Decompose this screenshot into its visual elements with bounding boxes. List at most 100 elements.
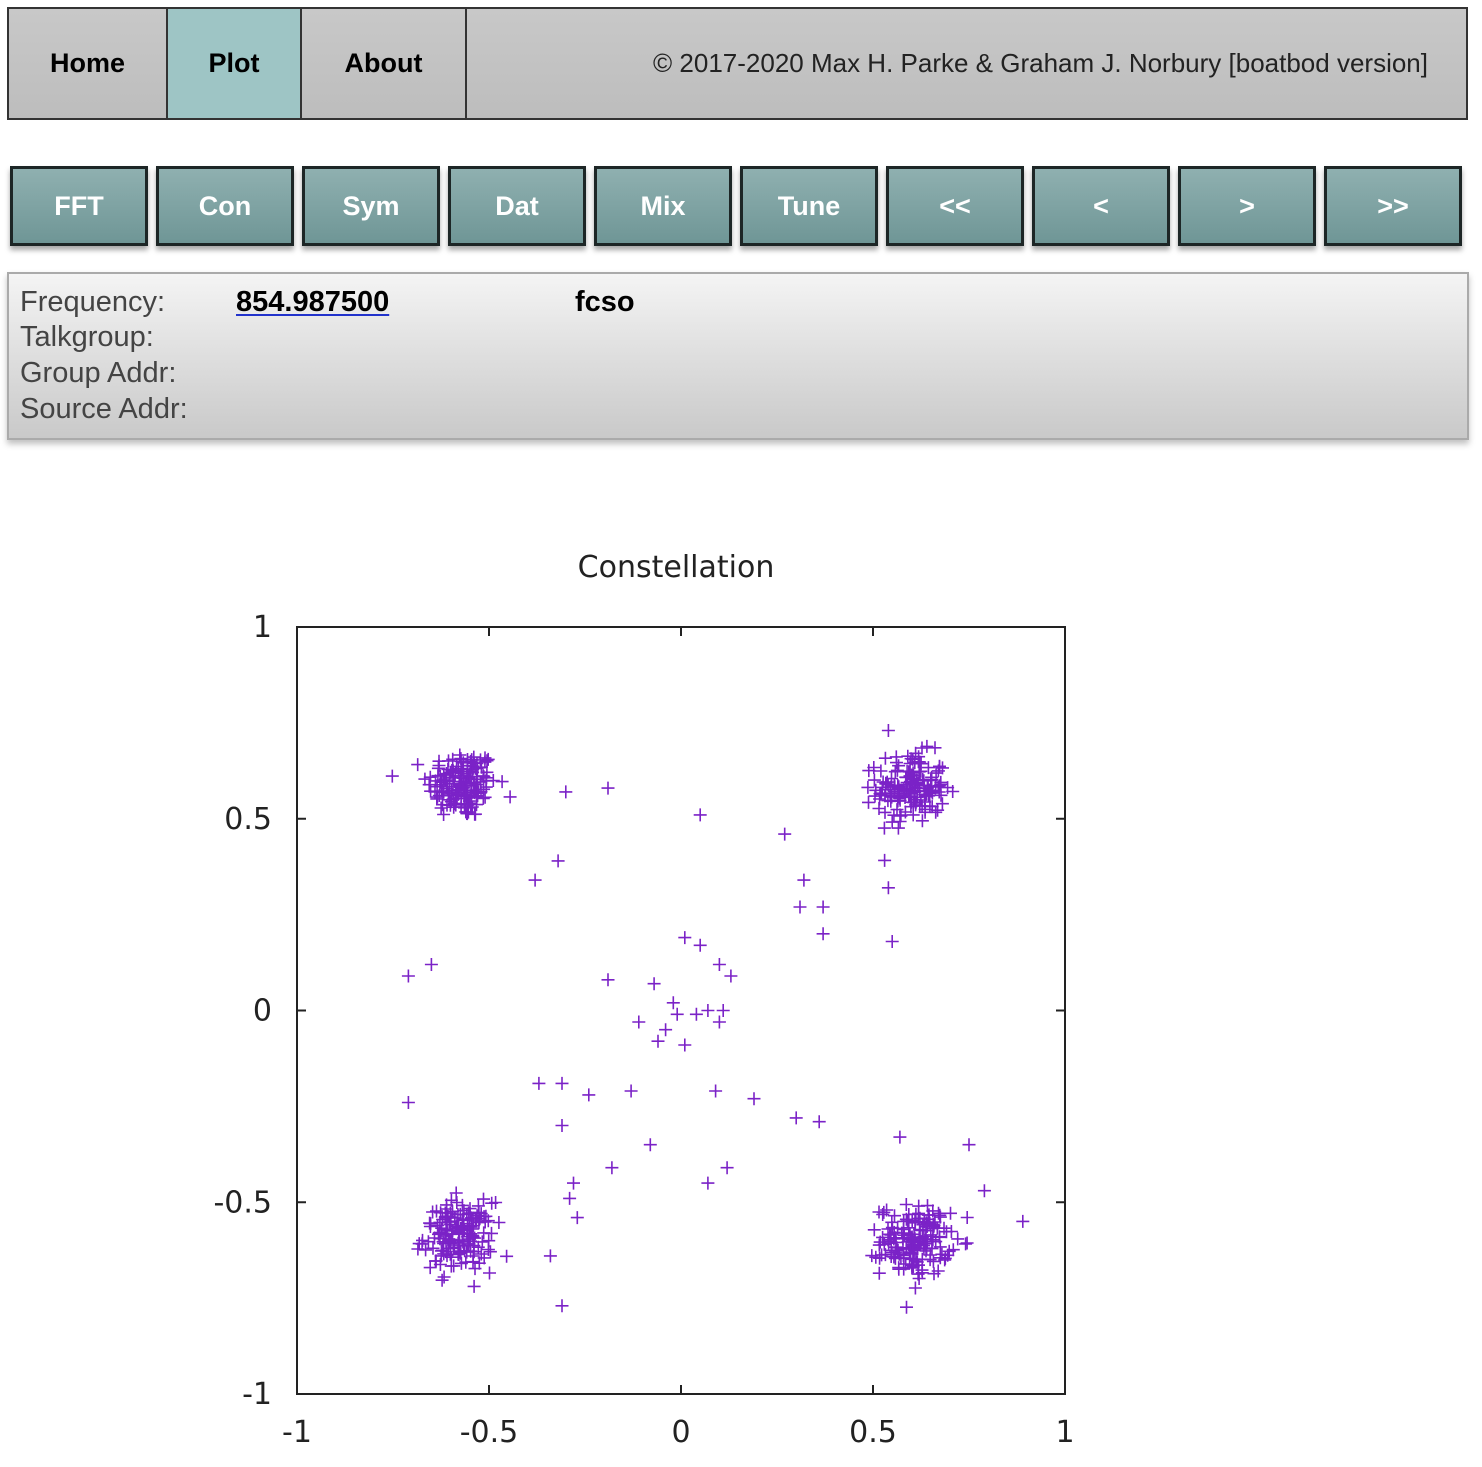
x-tick-label: 1: [1055, 1415, 1074, 1450]
x-tick-label: 0.5: [849, 1415, 897, 1450]
data-point: [418, 772, 432, 786]
x-tick-label: -0.5: [460, 1415, 519, 1450]
data-point: [433, 1215, 447, 1229]
data-point: [485, 1226, 498, 1240]
data-point: [913, 1238, 927, 1252]
data-point: [797, 873, 811, 887]
nav-home-link[interactable]: Home: [9, 9, 168, 118]
data-point: [878, 751, 892, 765]
nav-plot-link[interactable]: Plot: [168, 9, 302, 118]
data-point: [555, 1299, 569, 1313]
data-point: [951, 1232, 965, 1246]
data-point: [567, 1176, 580, 1190]
data-point: [555, 1076, 569, 1090]
data-point: [888, 765, 902, 779]
frequency-value-link[interactable]: 854.987500: [236, 286, 390, 318]
data-point: [532, 1076, 546, 1090]
data-point: [913, 799, 927, 813]
data-point: [904, 1246, 917, 1260]
data-point: [651, 1034, 665, 1048]
sym-button[interactable]: Sym: [302, 166, 440, 246]
data-point: [896, 1248, 910, 1262]
seek-back-button[interactable]: <: [1032, 166, 1170, 246]
nav-about-link[interactable]: About: [302, 9, 467, 118]
data-point: [709, 1084, 723, 1098]
frequency-label: Frequency:: [20, 286, 166, 318]
data-point: [944, 1206, 957, 1220]
data-point: [563, 1191, 577, 1205]
data-point: [503, 790, 517, 804]
data-point: [876, 1208, 890, 1221]
data-point: [906, 808, 920, 822]
tune-button[interactable]: Tune: [740, 166, 878, 246]
data-point: [500, 1249, 514, 1263]
data-point: [477, 1192, 490, 1206]
data-point: [647, 977, 661, 991]
data-point: [455, 1198, 469, 1212]
data-point: [474, 753, 487, 767]
data-point: [481, 1214, 495, 1228]
data-point: [689, 1007, 703, 1021]
data-point: [931, 780, 945, 794]
data-point: [442, 1233, 456, 1247]
data-point: [454, 752, 468, 766]
con-button[interactable]: Con: [156, 166, 294, 246]
data-point: [816, 900, 830, 914]
data-point: [472, 1256, 486, 1270]
data-point: [875, 1248, 889, 1262]
data-point: [462, 1206, 476, 1220]
mix-button[interactable]: Mix: [594, 166, 732, 246]
y-tick-label: 1: [253, 610, 272, 645]
data-point: [867, 761, 881, 774]
data-point: [693, 808, 707, 822]
data-point: [483, 1245, 497, 1259]
data-point: [926, 1254, 940, 1268]
data-point: [905, 1214, 919, 1227]
data-point: [440, 1198, 453, 1212]
data-point: [454, 1245, 468, 1259]
data-point: [933, 1240, 947, 1254]
data-point: [437, 785, 451, 799]
data-point: [447, 1259, 461, 1273]
data-point: [891, 821, 905, 835]
seek-forward-button[interactable]: >: [1178, 166, 1316, 246]
data-point: [724, 969, 738, 983]
data-point: [659, 1023, 673, 1037]
data-point: [601, 781, 615, 795]
data-point: [812, 1115, 826, 1129]
data-point: [932, 1206, 945, 1220]
data-point: [959, 1237, 973, 1251]
dat-button[interactable]: Dat: [448, 166, 586, 246]
data-point: [885, 815, 899, 829]
data-point: [892, 781, 905, 795]
data-point: [468, 807, 482, 821]
seek-far-forward-button[interactable]: >>: [1324, 166, 1462, 246]
data-point: [426, 1241, 440, 1255]
data-point: [559, 785, 573, 799]
data-point: [467, 1279, 481, 1293]
data-point: [482, 1234, 496, 1248]
data-point: [938, 1251, 952, 1265]
data-point: [747, 1092, 761, 1106]
data-point: [914, 757, 928, 771]
data-point: [946, 1243, 960, 1257]
data-point: [876, 1230, 890, 1244]
data-point: [431, 761, 445, 775]
data-point: [789, 1111, 803, 1125]
data-point: [435, 1273, 449, 1287]
seek-far-back-button[interactable]: <<: [886, 166, 1024, 246]
y-tick-label: -0.5: [213, 1185, 272, 1220]
top-nav: Home Plot About © 2017-2020 Max H. Parke…: [7, 7, 1468, 120]
data-point: [884, 1250, 898, 1263]
data-point: [624, 1084, 638, 1098]
data-point: [881, 724, 895, 737]
fft-button[interactable]: FFT: [10, 166, 148, 246]
data-point: [678, 931, 692, 945]
data-point: [466, 766, 480, 780]
data-point: [877, 821, 891, 835]
data-point: [701, 1176, 715, 1190]
data-point: [887, 1225, 901, 1239]
data-point: [401, 969, 415, 983]
data-point: [448, 765, 462, 779]
y-tick-label: -1: [242, 1377, 272, 1412]
